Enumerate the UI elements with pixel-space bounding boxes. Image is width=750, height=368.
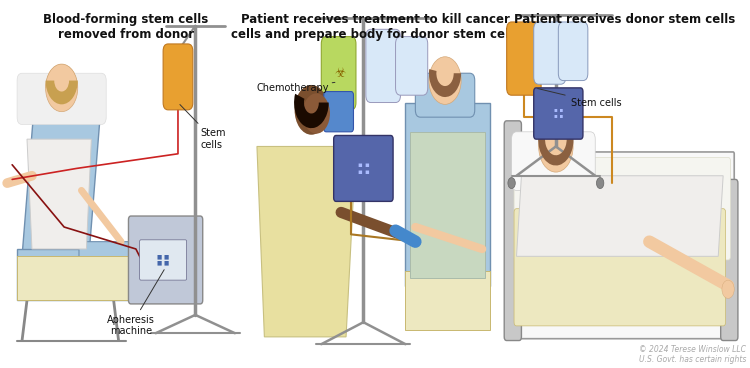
Text: Patient receives treatment to kill cancer
cells and prepare body for donor stem : Patient receives treatment to kill cance… (231, 13, 520, 41)
FancyBboxPatch shape (507, 22, 541, 95)
FancyBboxPatch shape (504, 121, 521, 340)
Wedge shape (429, 69, 461, 97)
Wedge shape (46, 81, 78, 105)
FancyBboxPatch shape (324, 92, 353, 132)
FancyBboxPatch shape (395, 37, 427, 95)
Polygon shape (406, 103, 490, 286)
Text: Chemotherapy: Chemotherapy (257, 82, 335, 93)
Wedge shape (294, 94, 328, 128)
Text: ☣: ☣ (334, 67, 346, 80)
Circle shape (46, 64, 78, 112)
Text: Apheresis
machine: Apheresis machine (107, 270, 164, 336)
FancyBboxPatch shape (416, 73, 475, 117)
FancyBboxPatch shape (17, 73, 106, 124)
FancyBboxPatch shape (334, 135, 393, 201)
FancyBboxPatch shape (512, 132, 596, 190)
FancyBboxPatch shape (721, 180, 738, 340)
Circle shape (722, 280, 734, 298)
Text: ■ ■
■ ■: ■ ■ ■ ■ (157, 255, 170, 265)
FancyBboxPatch shape (140, 240, 187, 280)
Polygon shape (17, 249, 131, 300)
FancyBboxPatch shape (510, 152, 734, 339)
Text: Stem cells: Stem cells (538, 89, 621, 107)
Polygon shape (17, 256, 156, 300)
FancyBboxPatch shape (514, 158, 730, 260)
FancyBboxPatch shape (128, 216, 202, 304)
Polygon shape (517, 176, 723, 256)
FancyBboxPatch shape (79, 242, 134, 267)
Circle shape (295, 85, 328, 135)
Polygon shape (27, 139, 92, 249)
FancyBboxPatch shape (514, 209, 725, 326)
Polygon shape (410, 132, 485, 278)
Polygon shape (257, 146, 356, 337)
Text: Stem
cells: Stem cells (180, 105, 226, 150)
Circle shape (508, 178, 515, 188)
Circle shape (596, 178, 604, 188)
Text: © 2024 Terese Winslow LLC
U.S. Govt. has certain rights: © 2024 Terese Winslow LLC U.S. Govt. has… (639, 345, 746, 364)
Circle shape (538, 121, 573, 172)
FancyBboxPatch shape (558, 22, 588, 81)
Circle shape (303, 93, 330, 134)
FancyBboxPatch shape (534, 88, 583, 139)
Wedge shape (538, 126, 574, 166)
FancyBboxPatch shape (366, 29, 400, 103)
Text: Blood-forming stem cells
removed from donor: Blood-forming stem cells removed from do… (44, 13, 209, 41)
FancyBboxPatch shape (164, 44, 193, 110)
Polygon shape (406, 271, 490, 330)
Text: ▪ ▪
▪ ▪: ▪ ▪ ▪ ▪ (358, 162, 369, 175)
FancyBboxPatch shape (534, 22, 566, 84)
Circle shape (429, 57, 461, 105)
Text: Patient receives donor stem cells: Patient receives donor stem cells (514, 13, 736, 26)
Polygon shape (121, 271, 156, 300)
Wedge shape (46, 64, 78, 88)
Text: ▪ ▪
▪ ▪: ▪ ▪ ▪ ▪ (554, 108, 563, 119)
Polygon shape (22, 103, 101, 256)
FancyBboxPatch shape (321, 37, 356, 110)
